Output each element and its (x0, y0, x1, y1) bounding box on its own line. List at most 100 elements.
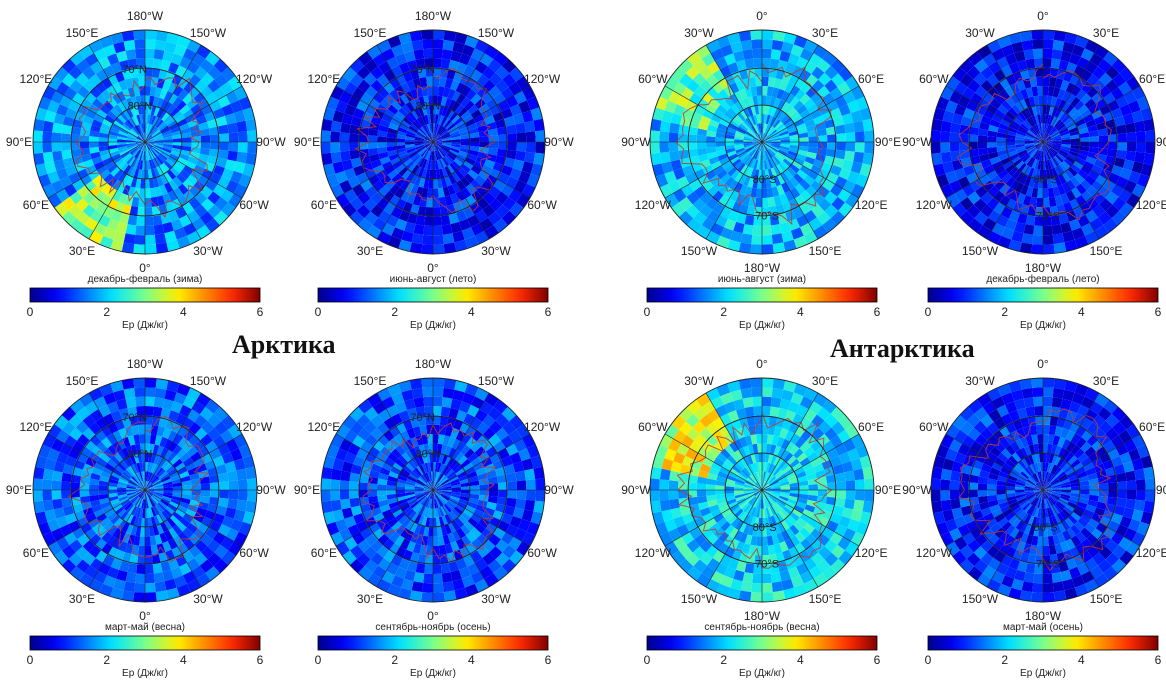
heatmap-cell (1099, 135, 1109, 142)
heatmap-cell (1127, 142, 1137, 152)
heatmap-cell (138, 546, 145, 556)
longitude-label: 30°E (69, 592, 95, 606)
colorbar-tick-label: 6 (874, 305, 881, 319)
heatmap-cell (340, 132, 350, 142)
heatmap-cell (145, 188, 151, 198)
heatmap-cell (1134, 152, 1145, 164)
heatmap-cell (1043, 244, 1055, 254)
polar-heatmap-svg: 70°S80°S0°30°E60°E90°E120°E150°E180°W150… (898, 0, 1166, 340)
longitude-label: 120°E (307, 420, 340, 434)
heatmap-cell (52, 490, 62, 500)
heatmap-cell (422, 387, 433, 397)
heatmap-cell (507, 490, 517, 499)
heatmap-cell (941, 152, 952, 164)
heatmap-cell (1043, 198, 1050, 208)
heatmap-cell (855, 142, 865, 153)
heatmap-cell (443, 388, 455, 399)
heatmap-cell (524, 469, 535, 481)
heatmap-cell (377, 484, 387, 490)
heatmap-cell (1134, 121, 1145, 133)
heatmap-cell (1043, 188, 1049, 198)
heatmap-cell (43, 500, 54, 512)
longitude-label: 150°E (354, 26, 387, 40)
latitude-label: 80°N (416, 448, 441, 460)
heatmap-cell (1145, 142, 1155, 154)
longitude-label: 30°W (481, 244, 511, 258)
colorbar-tick-label: 4 (180, 305, 187, 319)
colorbar-label: Ep (Дж/кг) (122, 320, 168, 331)
heatmap-cell (1031, 30, 1043, 40)
heatmap-cell (433, 387, 444, 397)
colorbar-tick-label: 0 (925, 305, 932, 319)
heatmap-cell (155, 388, 167, 399)
heatmap-cell (426, 77, 433, 87)
heatmap-cell (80, 490, 90, 497)
heatmap-cell (145, 378, 157, 388)
heatmap-cell (741, 233, 753, 244)
heatmap-cell (349, 481, 359, 490)
heatmap-cell (145, 86, 151, 96)
heatmap-cell (650, 130, 660, 142)
colorbar-tick-label: 4 (797, 305, 804, 319)
heatmap-cell (1032, 39, 1043, 49)
heatmap-cell (412, 581, 424, 592)
heatmap-cell (61, 142, 71, 151)
longitude-label: 120°E (855, 198, 888, 212)
longitude-label: 150°W (681, 244, 718, 258)
heatmap-cell (138, 77, 145, 87)
heatmap-cell (421, 244, 433, 254)
longitude-label: 150°W (962, 244, 999, 258)
longitude-label: 90°E (1156, 135, 1166, 149)
heatmap-cell (135, 574, 145, 584)
latitude-label: 70°N (122, 412, 147, 424)
heatmap-cell (697, 135, 707, 142)
heatmap-cell (43, 121, 54, 133)
heatmap-cell (135, 49, 145, 59)
heatmap-cell (978, 142, 988, 149)
heatmap-cell (33, 130, 43, 142)
heatmap-cell (507, 481, 517, 490)
longitude-label: 60°W (919, 72, 949, 86)
heatmap-cell (526, 142, 536, 153)
heatmap-cell (950, 142, 960, 152)
colorbar-tick-label: 2 (720, 305, 727, 319)
longitude-label: 30°E (357, 592, 383, 606)
colorbar (928, 288, 1158, 302)
longitude-label: 30°W (684, 26, 714, 40)
heatmap-cell (124, 40, 136, 51)
polar-heatmap-svg: 70°N80°N180°W150°W120°W90°W60°W30°W0°30°… (288, 348, 578, 688)
longitude-label: 60°E (311, 546, 337, 560)
heatmap-cell (762, 244, 774, 254)
heatmap-cell (433, 216, 442, 226)
heatmap-cell (133, 30, 145, 40)
longitude-label: 120°E (19, 420, 52, 434)
heatmap-cell (89, 142, 99, 148)
longitude-label: 150°W (478, 26, 515, 40)
heatmap-cell (1034, 58, 1043, 68)
heatmap-cell (1053, 40, 1065, 51)
heatmap-cell (321, 130, 331, 142)
longitude-label: 90°E (6, 483, 32, 497)
heatmap-cell (750, 244, 762, 254)
heatmap-cell (42, 479, 52, 490)
heatmap-cell (1022, 40, 1034, 51)
heatmap-cell (1127, 132, 1137, 142)
heatmap-cell (1117, 142, 1127, 151)
longitude-label: 60°E (858, 72, 884, 86)
heatmap-cell (433, 397, 443, 407)
heatmap-cell (762, 58, 771, 68)
heatmap-cell (43, 469, 54, 481)
longitude-label: 90°E (294, 483, 320, 497)
colorbar-label: Ep (Дж/кг) (1020, 320, 1066, 331)
heatmap-cell (433, 564, 442, 574)
latitude-label: 80°S (1034, 174, 1058, 186)
heatmap-cell (1089, 136, 1099, 142)
heatmap-cell (1145, 130, 1155, 142)
heatmap-cell (201, 483, 211, 490)
longitude-label: 30°W (965, 26, 995, 40)
heatmap-cell (52, 142, 62, 152)
heatmap-cell (987, 142, 997, 148)
longitude-label: 0° (756, 9, 768, 23)
heatmap-cell (423, 226, 433, 236)
heatmap-cell (1043, 39, 1054, 49)
